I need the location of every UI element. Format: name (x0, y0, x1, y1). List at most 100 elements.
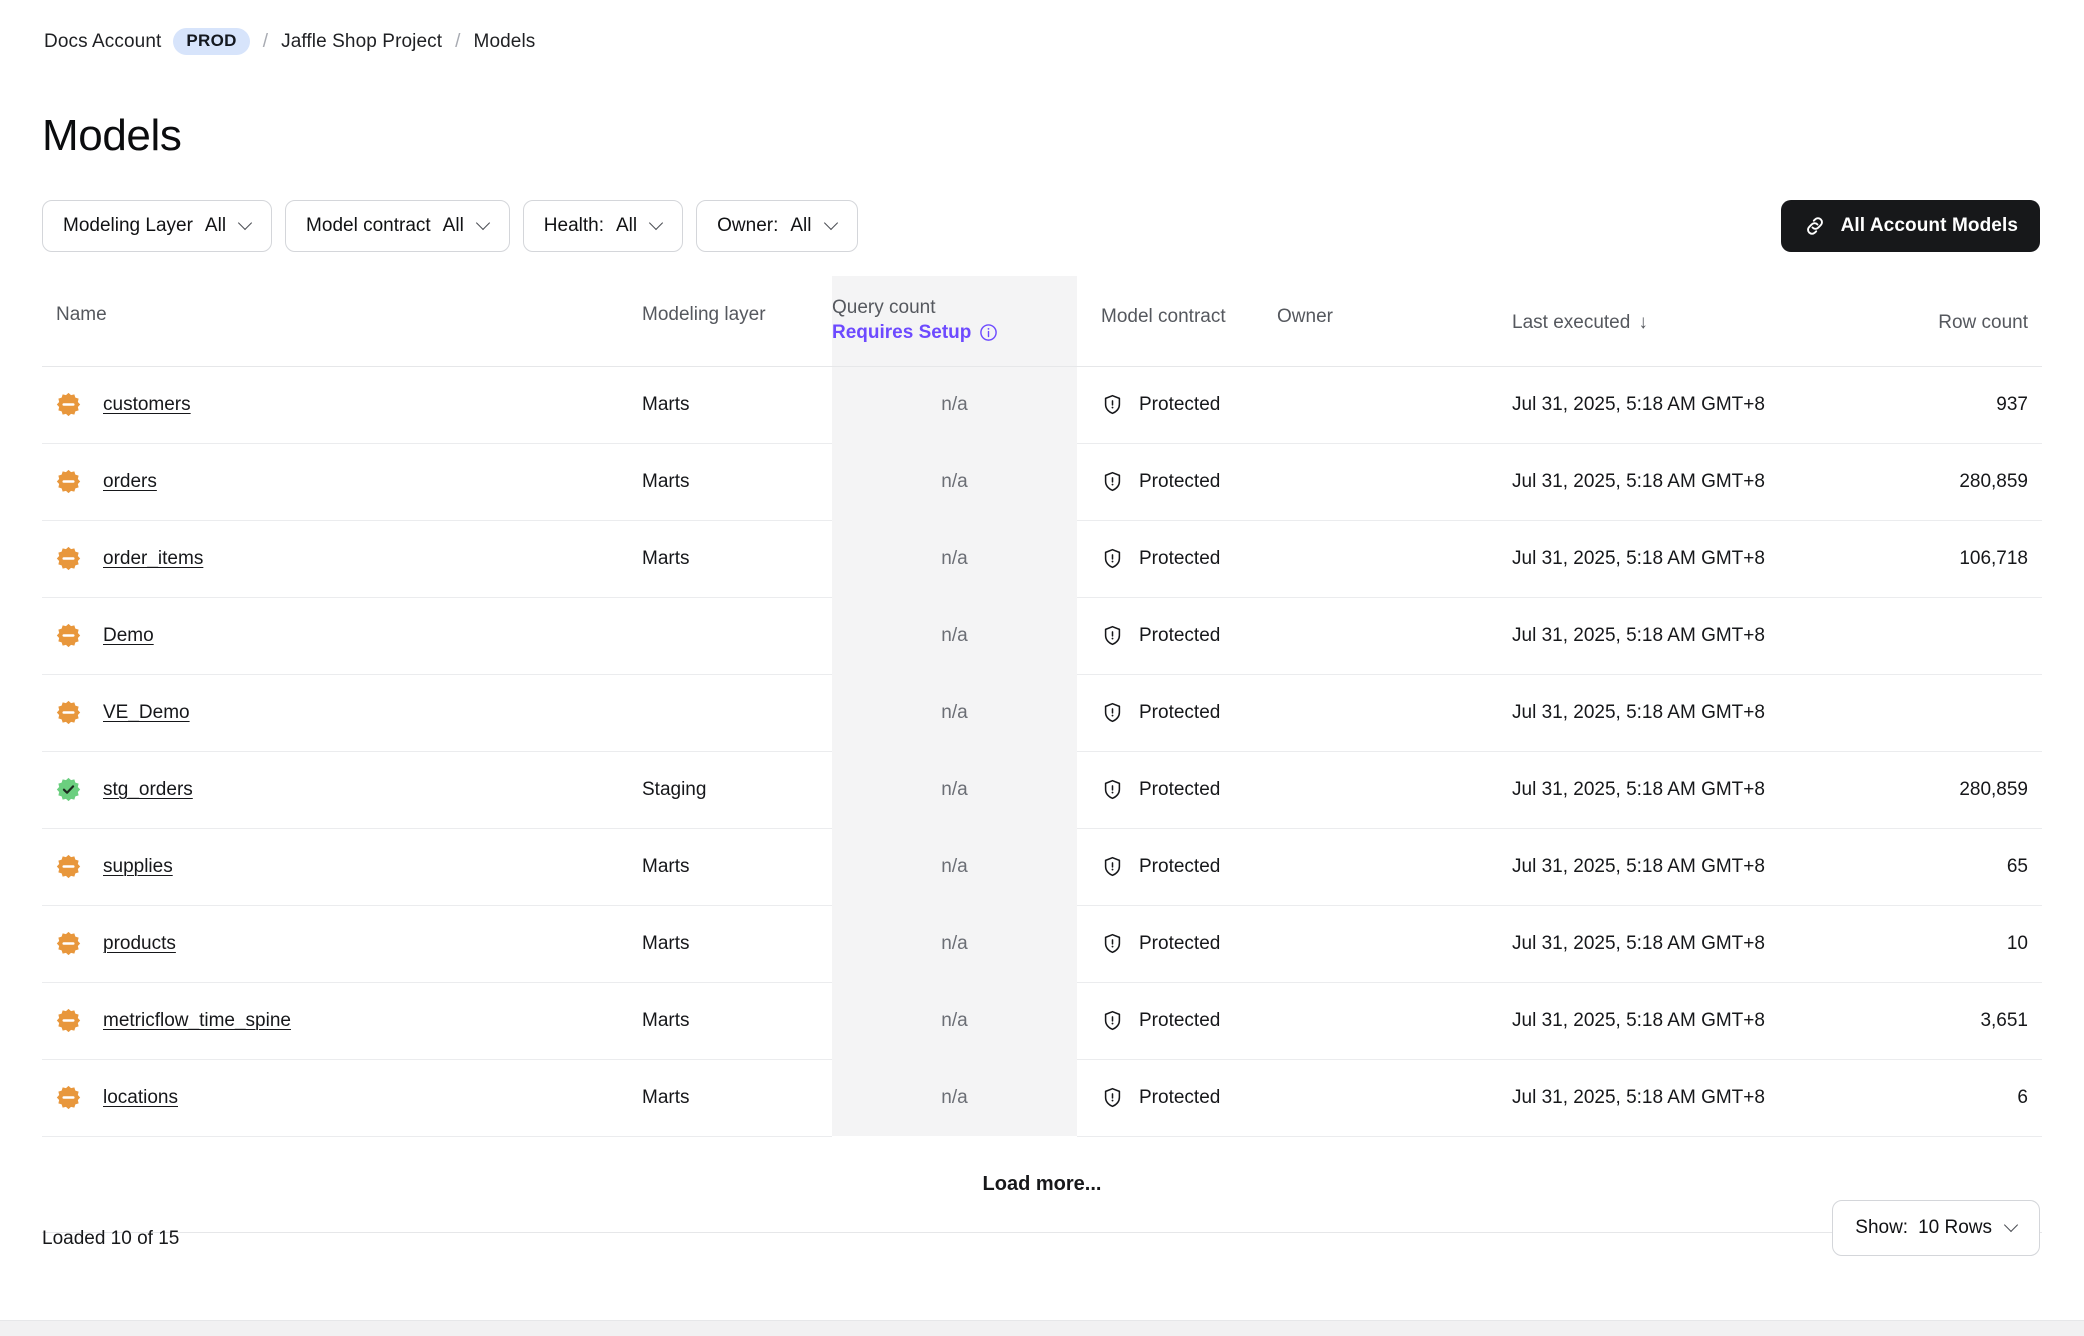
status-paused-icon (56, 392, 81, 417)
column-header-model-contract[interactable]: Model contract (1077, 276, 1277, 367)
breadcrumb-current: Models (473, 30, 536, 52)
cell-name: stg_orders (42, 751, 642, 829)
column-header-owner[interactable]: Owner (1277, 276, 1512, 367)
filter-modeling-layer-label: Modeling Layer (63, 215, 193, 236)
bottom-strip (0, 1320, 2084, 1336)
column-header-query-count[interactable]: Query count Requires Setup (832, 276, 1077, 367)
cell-owner (1277, 520, 1512, 598)
cell-model-contract: Protected (1077, 443, 1277, 521)
rows-per-page-label: Show: (1855, 1217, 1909, 1238)
shield-alert-icon (1101, 393, 1124, 416)
cell-owner (1277, 982, 1512, 1060)
table-row[interactable]: products Marts n/a Protected Jul 31, 2025, 5… (42, 905, 2042, 983)
status-paused-icon (56, 546, 81, 571)
chevron-down-icon (651, 218, 664, 231)
model-contract-label: Protected (1139, 393, 1221, 415)
cell-modeling-layer: Staging (642, 751, 832, 829)
breadcrumb: Docs Account PROD / Jaffle Shop Project … (44, 28, 535, 55)
filter-health[interactable]: Health: All (522, 200, 684, 252)
cell-row-count (1842, 674, 2042, 752)
cell-row-count: 65 (1842, 828, 2042, 906)
model-name-link[interactable]: stg_orders (103, 778, 193, 800)
filter-modeling-layer[interactable]: Modeling Layer All (42, 200, 273, 252)
load-more-row[interactable]: Load more... (42, 1136, 2042, 1233)
table-row[interactable]: VE_Demo n/a Protected Jul 31, 2025, 5:18 AM… (42, 674, 2042, 752)
cell-row-count: 6 (1842, 1059, 2042, 1137)
status-paused-icon (56, 1008, 81, 1033)
cell-model-contract: Protected (1077, 828, 1277, 906)
table-header: Name Modeling layer Query count Requires… (42, 276, 2042, 367)
table-row[interactable]: locations Marts n/a Protected Jul 31, 2025, … (42, 1059, 2042, 1137)
load-more-button[interactable]: Load more... (42, 1136, 2042, 1233)
model-name-link[interactable]: order_items (103, 547, 204, 569)
breadcrumb-separator-1: / (262, 30, 269, 52)
model-contract-label: Protected (1139, 855, 1221, 877)
info-icon[interactable] (979, 323, 998, 342)
breadcrumb-project[interactable]: Jaffle Shop Project (281, 30, 443, 52)
cell-modeling-layer (642, 597, 832, 675)
rows-per-page-value: 10 Rows (1918, 1217, 1992, 1238)
model-name-link[interactable]: supplies (103, 855, 173, 877)
all-account-models-button[interactable]: All Account Models (1780, 200, 2040, 252)
cell-owner (1277, 751, 1512, 829)
table-row[interactable]: orders Marts n/a Protected Jul 31, 2025, 5:1… (42, 443, 2042, 521)
cell-modeling-layer: Marts (642, 366, 832, 444)
filter-model-contract[interactable]: Model contract All (285, 200, 510, 252)
filter-owner-value: All (790, 215, 812, 236)
cell-query-count: n/a (832, 905, 1077, 983)
cell-name: locations (42, 1059, 642, 1137)
model-name-link[interactable]: metricflow_time_spine (103, 1009, 291, 1031)
column-header-last-executed[interactable]: Last executed ↓ (1512, 276, 1842, 367)
filter-owner[interactable]: Owner: All (696, 200, 858, 252)
chevron-down-icon (240, 218, 253, 231)
column-header-modeling-layer[interactable]: Modeling layer (642, 276, 832, 367)
cell-last-executed: Jul 31, 2025, 5:18 AM GMT+8 (1512, 1059, 1842, 1137)
breadcrumb-account[interactable]: Docs Account (44, 30, 162, 52)
query-count-requires-setup-link[interactable]: Requires Setup (832, 322, 998, 344)
table-row[interactable]: customers Marts n/a Protected Jul 31, 2025, … (42, 366, 2042, 444)
table-row[interactable]: supplies Marts n/a Protected Jul 31, 2025, 5… (42, 828, 2042, 906)
cell-modeling-layer: Marts (642, 905, 832, 983)
model-name-link[interactable]: locations (103, 1086, 178, 1108)
cell-name: orders (42, 443, 642, 521)
models-table-container: Name Modeling layer Query count Requires… (42, 276, 2042, 1233)
breadcrumb-environment-badge[interactable]: PROD (173, 28, 250, 55)
model-name-link[interactable]: orders (103, 470, 157, 492)
cell-name: products (42, 905, 642, 983)
page-title: Models (42, 111, 182, 161)
model-name-link[interactable]: customers (103, 393, 191, 415)
cell-row-count: 937 (1842, 366, 2042, 444)
model-name-link[interactable]: products (103, 932, 176, 954)
table-row[interactable]: Demo n/a Protected Jul 31, 2025, 5:18 AM GM… (42, 597, 2042, 675)
cell-model-contract: Protected (1077, 905, 1277, 983)
cell-owner (1277, 366, 1512, 444)
cell-modeling-layer: Marts (642, 520, 832, 598)
model-name-link[interactable]: VE_Demo (103, 701, 190, 723)
model-name-link[interactable]: Demo (103, 624, 154, 646)
cell-row-count: 3,651 (1842, 982, 2042, 1060)
column-header-name[interactable]: Name (42, 276, 642, 367)
shield-alert-icon (1101, 547, 1124, 570)
cell-name: supplies (42, 828, 642, 906)
filter-owner-label: Owner: (717, 215, 779, 236)
table-row[interactable]: stg_orders Staging n/a Protected Jul 31, 202… (42, 751, 2042, 829)
shield-alert-icon (1101, 932, 1124, 955)
cell-model-contract: Protected (1077, 520, 1277, 598)
cell-model-contract: Protected (1077, 982, 1277, 1060)
cell-model-contract: Protected (1077, 597, 1277, 675)
rows-per-page-select[interactable]: Show: 10 Rows (1832, 1200, 2040, 1256)
cell-name: Demo (42, 597, 642, 675)
cell-last-executed: Jul 31, 2025, 5:18 AM GMT+8 (1512, 751, 1842, 829)
column-header-row-count[interactable]: Row count (1842, 276, 2042, 367)
cell-last-executed: Jul 31, 2025, 5:18 AM GMT+8 (1512, 520, 1842, 598)
cell-last-executed: Jul 31, 2025, 5:18 AM GMT+8 (1512, 905, 1842, 983)
shield-alert-icon (1101, 1086, 1124, 1109)
filter-health-value: All (616, 215, 638, 236)
status-paused-icon (56, 700, 81, 725)
loaded-count-text: Loaded 10 of 15 (42, 1228, 180, 1249)
table-row[interactable]: metricflow_time_spine Marts n/a Protected Ju… (42, 982, 2042, 1060)
cell-last-executed: Jul 31, 2025, 5:18 AM GMT+8 (1512, 443, 1842, 521)
table-body: customers Marts n/a Protected Jul 31, 2025, … (42, 366, 2042, 1233)
table-row[interactable]: order_items Marts n/a Protected Jul 31, 2025… (42, 520, 2042, 598)
cell-modeling-layer: Marts (642, 443, 832, 521)
